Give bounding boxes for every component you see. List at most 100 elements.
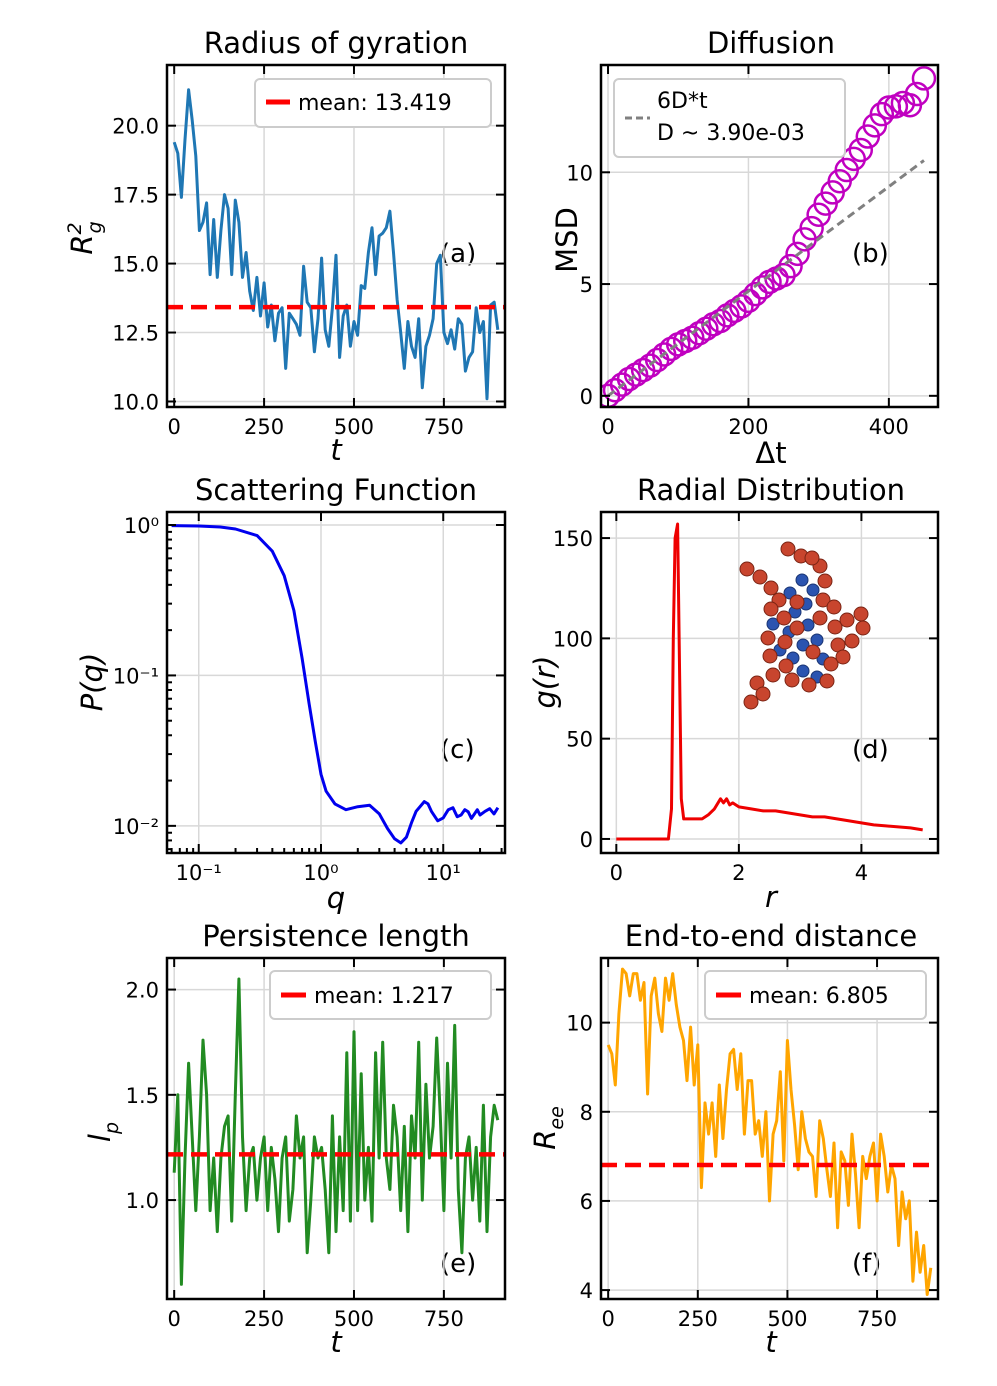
panel-e-ylabel: lp [83,1122,123,1142]
panel-a-xtick-label-2: 500 [334,415,374,439]
panel-f-xtick-label-1: 250 [678,1307,718,1331]
panel-c-xtick-label-1: 10⁰ [303,861,338,885]
panel-d-ytick-label-1: 50 [566,728,593,752]
panel-b-point-14 [694,316,719,342]
panel-a-ytick-label-1: 12.5 [112,322,159,346]
panel-a-xlabel: t [330,433,343,467]
panel-c-ylabel: P(q) [75,653,109,712]
panel-b-fit-line [607,159,925,398]
panel-f-ytick-label-3: 10 [566,1012,593,1036]
panel-d-ytick-label-3: 150 [553,527,593,551]
panel-f-xlabel: t [765,1325,778,1359]
panel-e-xtick-label-3: 750 [424,1307,464,1331]
molecule-side-beads [739,541,871,710]
panel-a-legend-label: mean: 13.419 [298,91,452,116]
panel-f-legend: mean: 6.805 [704,970,927,1020]
panel-b-frame [599,63,940,409]
panel-b-xtick-label-0: 0 [601,415,614,439]
panel-e-xtick-label-2: 500 [334,1307,374,1331]
panel-b-point-9 [658,336,684,362]
panel-b-point-19 [729,294,754,319]
panel-c-tag: (c) [440,735,475,765]
panel-e-ytick-label-1: 1.5 [126,1084,159,1108]
panel-c-xtick-label-2: 10¹ [426,861,461,885]
panel-b-legend: 6D*t D ~ 3.90e-03 [613,78,846,158]
panel-e-tag: (e) [440,1249,476,1279]
panel-a-frame [165,63,507,409]
panel-e-series-line [172,977,500,1286]
panel-f-frame [599,956,940,1301]
panel-f-xtick-label-2: 500 [767,1307,807,1331]
panel-c-ytick-label-0: 10⁻² [113,815,159,839]
panel-c-series-line [171,524,500,845]
panel-e-plot: 0 250 500 750 1.0 1.5 2.0 [126,956,507,1331]
panel-d-xlabel: r [765,880,779,914]
panel-b-point-39 [869,101,895,127]
panel-b-point-45 [911,66,937,91]
panel-a-ylabel: R2g [64,221,106,254]
panel-b-xlabel: Δt [755,436,786,470]
panel-e-ytick-label-2: 2.0 [126,979,159,1003]
panel-b-point-29 [799,215,824,241]
panel-d-xtick-label-0: 0 [610,861,623,885]
panel-e-xlabel: t [330,1325,343,1359]
panel-e-xtick-label-1: 250 [244,1307,284,1331]
panel-c-xlabel: q [327,881,345,915]
panel-d-ytick-label-0: 0 [580,828,593,852]
panel-a-ytick-label-0: 10.0 [112,390,159,414]
panel-f-plot: 0 250 500 750 4 6 8 10 [566,956,940,1331]
panel-d-ylabel: g(r) [528,656,562,709]
panel-f-title: End-to-end distance [625,919,917,953]
panel-d-ytick-label-2: 100 [553,627,593,651]
panel-b-point-13 [687,320,712,346]
panel-b-point-4 [623,362,649,387]
panel-a-xtick-label-0: 0 [168,415,181,439]
panel-c-ytick-label-1: 10⁻¹ [113,664,159,688]
panel-e-legend: mean: 1.217 [269,970,492,1020]
panel-c-title: Scattering Function [195,473,477,507]
panel-a-ytick-label-4: 20.0 [112,115,159,139]
panel-f-ytick-label-0: 4 [580,1279,593,1303]
panel-a-tag: (a) [440,239,476,269]
panel-b-point-27 [785,241,810,267]
panel-c-xtick-label-0: 10⁻¹ [176,861,222,885]
panel-f-data-area [601,958,938,1299]
panel-b-ytick-label-2: 10 [566,161,593,185]
panel-a-title: Radius of gyration [204,26,468,60]
panel-b-tag: (b) [852,239,889,269]
panel-b-legend-line1: 6D*t [657,89,708,114]
panel-e-xtick-label-0: 0 [168,1307,181,1331]
panel-c-frame [165,510,507,855]
panel-d-series-line [616,522,923,841]
panel-d-title: Radial Distribution [637,473,905,507]
panel-b-data-area [601,65,938,407]
panel-e-frame [165,956,507,1301]
panel-b-xtick-label-2: 400 [869,415,909,439]
panel-a-xtick-label-3: 750 [424,415,464,439]
panel-e-title: Persistence length [202,919,470,953]
panel-c-data-area [167,512,505,853]
panel-a-ytick-label-3: 17.5 [112,184,159,208]
panel-e-ytick-label-0: 1.0 [126,1189,159,1213]
panel-f-ylabel: Ree [528,1106,568,1150]
panel-b-ytick-label-0: 0 [580,385,593,409]
panel-f-ytick-label-2: 8 [580,1101,593,1125]
panel-f-xtick-label-3: 750 [857,1307,897,1331]
panel-a-ytick-label-2: 15.0 [112,253,159,277]
panel-b-point-12 [680,325,705,350]
panel-c-plot: 10⁻¹ 10⁰ 10¹ 10⁻² 10⁻¹ 10⁰ [113,510,507,885]
panel-f-legend-label: mean: 6.805 [749,984,889,1009]
panel-a-legend: mean: 13.419 [254,78,492,128]
panel-d-plot: 0 2 4 0 50 100 150 [553,510,940,885]
panel-d-xtick-label-2: 4 [855,861,868,885]
panel-a-series-line [172,88,500,401]
panel-b-xtick-label-1: 200 [728,415,768,439]
panel-b-title: Diffusion [707,26,835,60]
panel-b-point-44 [904,81,930,107]
panel-c-ytick-label-2: 10⁰ [124,514,159,538]
panel-f-xtick-label-0: 0 [601,1307,614,1331]
panel-e-legend-label: mean: 1.217 [314,984,454,1009]
panel-b-point-22 [750,275,775,300]
panel-b-plot: 0 200 400 0 5 10 [566,63,940,439]
